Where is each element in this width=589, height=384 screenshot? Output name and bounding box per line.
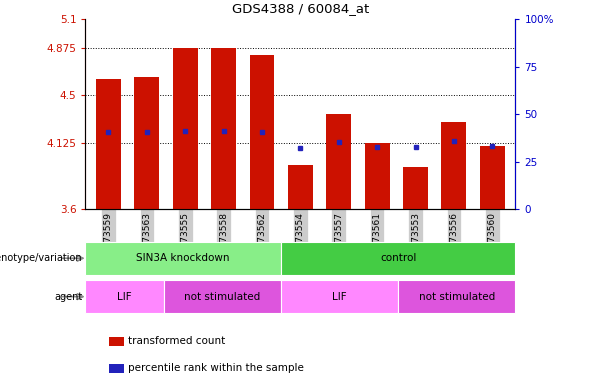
Text: transformed count: transformed count — [128, 336, 225, 346]
Title: GDS4388 / 60084_at: GDS4388 / 60084_at — [231, 2, 369, 15]
Bar — [250, 55, 274, 209]
Bar — [365, 143, 390, 209]
Bar — [134, 78, 159, 209]
Bar — [281, 280, 398, 313]
Text: not stimulated: not stimulated — [419, 291, 495, 302]
Bar — [85, 242, 281, 275]
Text: agent: agent — [54, 291, 82, 302]
Bar — [288, 165, 313, 209]
Text: percentile rank within the sample: percentile rank within the sample — [128, 363, 304, 373]
Bar — [211, 48, 236, 209]
Bar — [281, 242, 515, 275]
Text: control: control — [380, 253, 416, 263]
Bar — [164, 280, 281, 313]
Bar — [326, 114, 351, 209]
Bar — [173, 48, 198, 209]
Bar — [480, 146, 505, 209]
Text: LIF: LIF — [117, 291, 132, 302]
Bar — [96, 79, 121, 209]
Text: genotype/variation: genotype/variation — [0, 253, 82, 263]
Bar — [442, 122, 466, 209]
Text: not stimulated: not stimulated — [184, 291, 260, 302]
Bar — [85, 280, 164, 313]
Text: SIN3A knockdown: SIN3A knockdown — [137, 253, 230, 263]
Bar — [398, 280, 515, 313]
Text: LIF: LIF — [332, 291, 347, 302]
Bar — [403, 167, 428, 209]
